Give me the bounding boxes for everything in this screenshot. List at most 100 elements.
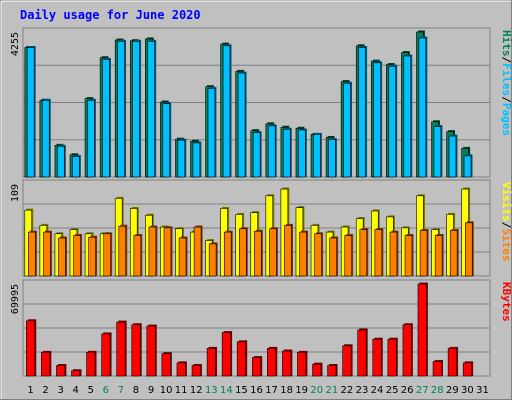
bar-kbytes-day-5-face	[86, 352, 96, 377]
bar-files-day-27	[418, 36, 428, 178]
x-tick-day-26: 26	[401, 385, 414, 396]
bar-sites-day-7-face	[118, 225, 127, 277]
x-tick-day-8: 8	[133, 385, 139, 396]
bar-sites-day-27	[419, 228, 429, 277]
bar-files-day-2	[41, 98, 51, 178]
bar-files-day-6	[102, 57, 111, 178]
legend-entry-kbytes: KBytes	[500, 282, 512, 322]
bar-kbytes-day-13-face	[206, 348, 216, 377]
x-tick-day-30: 30	[461, 385, 474, 396]
bar-sites-day-11	[178, 236, 188, 277]
bar-sites-day-10	[163, 226, 173, 277]
x-tick-day-17: 17	[265, 385, 278, 396]
bar-kbytes-day-9	[146, 324, 157, 377]
bar-files-day-17-face	[267, 125, 276, 178]
bar-files-day-3	[57, 144, 66, 178]
x-tick-day-9: 9	[148, 385, 154, 396]
bar-files-day-3-face	[57, 146, 65, 178]
bar-files-day-7-face	[117, 41, 125, 178]
bar-sites-day-5	[88, 235, 98, 277]
bar-kbytes-day-15-face	[236, 341, 246, 377]
legend-kbytes: KBytes	[500, 282, 512, 322]
bar-kbytes-day-2	[41, 350, 52, 377]
x-tick-day-21: 21	[325, 385, 338, 396]
bar-kbytes-day-8-face	[131, 324, 141, 377]
bar-kbytes-day-7	[116, 320, 127, 377]
bar-sites-day-5-face	[88, 236, 96, 277]
bar-sites-day-17-face	[269, 228, 277, 277]
x-tick-day-1: 1	[27, 385, 33, 396]
bar-kbytes-day-23	[357, 328, 368, 377]
x-tick-day-28: 28	[431, 385, 444, 396]
legend-entry-files: Files	[500, 63, 512, 96]
bar-sites-day-22	[344, 233, 354, 277]
bar-sites-day-22-face	[344, 235, 353, 277]
bar-files-day-22-face	[343, 82, 351, 178]
bar-kbytes-day-25	[387, 337, 398, 377]
legend-hits-files-pages: Hits/Files/Pages	[500, 30, 512, 136]
x-tick-day-19: 19	[295, 385, 308, 396]
bar-files-day-25	[388, 64, 398, 178]
bar-kbytes-day-1-face	[26, 320, 36, 377]
legend-entry-visits: Visits	[500, 182, 512, 222]
bar-sites-day-15-face	[239, 228, 247, 277]
bar-files-day-1	[26, 46, 36, 178]
bar-files-day-29-face	[448, 135, 457, 178]
y-axis-max-label: 109	[10, 184, 21, 202]
bar-files-day-27-face	[418, 37, 427, 178]
bar-sites-day-19-face	[299, 231, 307, 277]
bar-files-day-12-face	[192, 142, 201, 178]
bar-sites-day-24-face	[374, 229, 383, 277]
x-tick-day-7: 7	[118, 385, 124, 396]
bar-sites-day-8	[133, 233, 143, 277]
bar-sites-day-25	[389, 230, 399, 277]
bar-files-day-26-face	[403, 55, 412, 178]
bar-files-day-18	[283, 127, 292, 178]
bar-files-day-10	[162, 102, 172, 178]
bar-files-day-4-face	[72, 156, 80, 178]
bar-files-day-11-face	[177, 139, 186, 178]
bar-files-day-2-face	[41, 100, 50, 178]
bar-kbytes-day-20-face	[312, 363, 322, 377]
x-tick-day-11: 11	[175, 385, 188, 396]
bar-files-day-25-face	[388, 65, 396, 178]
bar-kbytes-day-16	[251, 356, 263, 377]
bar-kbytes-day-21	[327, 363, 338, 377]
bar-files-day-29	[448, 134, 458, 178]
bar-kbytes-day-11-face	[176, 362, 186, 377]
legend-separator: /	[500, 96, 512, 103]
bar-files-day-15-face	[237, 72, 246, 178]
bar-kbytes-day-18	[282, 349, 293, 377]
bar-sites-day-6-face	[103, 233, 111, 277]
bar-kbytes-day-27	[417, 282, 428, 377]
bar-sites-day-23-face	[359, 229, 368, 277]
bar-sites-day-29-face	[449, 230, 458, 277]
x-tick-day-29: 29	[446, 385, 459, 396]
bar-files-day-13	[207, 86, 217, 178]
bar-kbytes-day-29	[447, 346, 459, 377]
legend-entry-hits: Hits	[500, 30, 512, 57]
bar-kbytes-day-6-face	[101, 333, 111, 377]
bar-files-day-5-face	[87, 100, 95, 178]
bar-kbytes-day-11	[176, 361, 187, 377]
bar-kbytes-day-12-face	[191, 365, 201, 377]
bar-sites-day-3-face	[58, 237, 66, 277]
bar-files-day-30-face	[463, 155, 472, 178]
bar-sites-day-12	[193, 225, 203, 277]
bar-sites-day-8-face	[133, 235, 142, 277]
bar-kbytes-day-24	[372, 337, 383, 377]
bar-files-day-23-face	[358, 47, 366, 178]
bar-kbytes-day-10-face	[161, 353, 171, 377]
bar-kbytes-day-3	[56, 363, 67, 377]
bar-files-day-20	[313, 132, 322, 178]
bar-kbytes-day-17-face	[267, 348, 277, 377]
bar-sites-day-2-face	[43, 231, 51, 277]
legend-visits-sites: Visits/Sites	[500, 182, 512, 262]
y-axis-max-label: 4255	[10, 32, 21, 56]
x-tick-day-12: 12	[190, 385, 203, 396]
x-tick-day-6: 6	[103, 385, 109, 396]
x-tick-day-27: 27	[416, 385, 429, 396]
bar-sites-day-4	[73, 233, 83, 277]
bar-files-day-17	[267, 124, 277, 178]
bar-sites-day-4-face	[73, 235, 81, 277]
